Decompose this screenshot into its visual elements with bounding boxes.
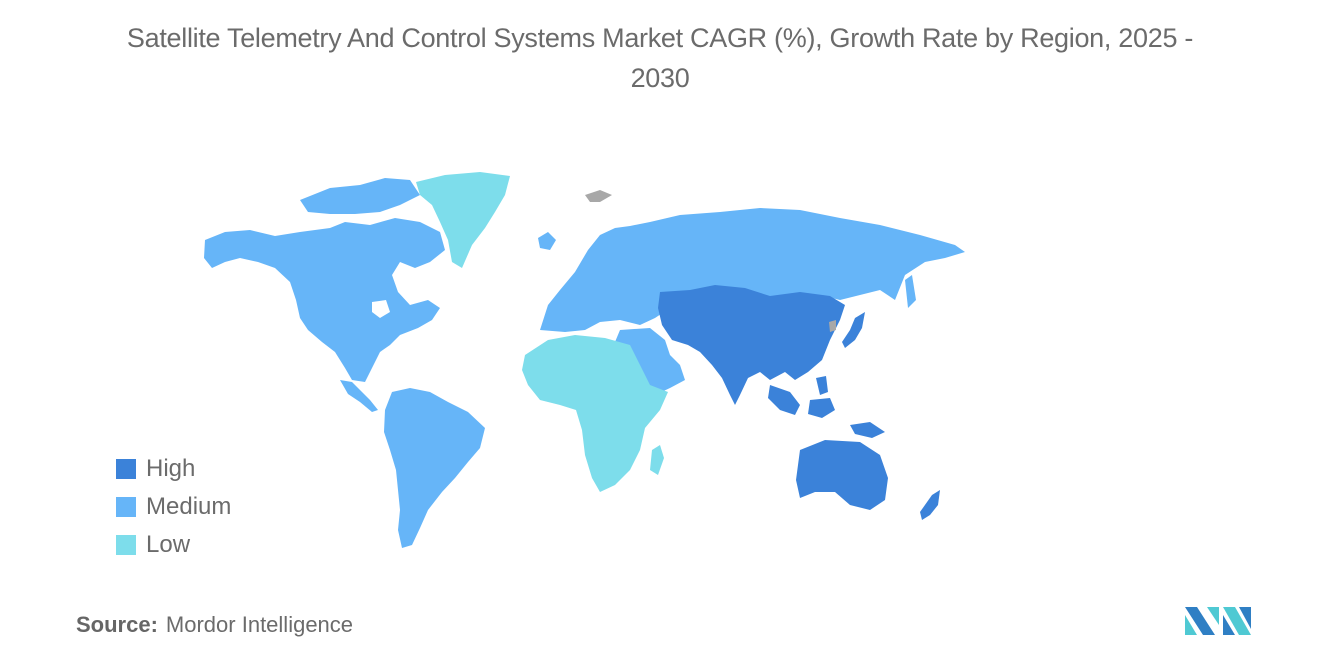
legend-label-medium: Medium	[146, 493, 232, 520]
legend-label-high: High	[146, 455, 196, 482]
legend-item-medium: Medium	[116, 488, 231, 526]
legend-item-high: High	[116, 450, 231, 488]
region-greenland	[416, 172, 510, 268]
region-north-america	[204, 178, 445, 412]
region-asia-pacific	[658, 285, 940, 520]
source-attribution: Source: Mordor Intelligence	[76, 612, 353, 638]
mordor-intelligence-logo-icon	[1185, 607, 1251, 635]
region-south-america	[384, 388, 485, 548]
chart-title-line1: Satellite Telemetry And Control Systems …	[126, 23, 1194, 53]
source-label: Source:	[76, 612, 158, 637]
region-no-data	[585, 190, 836, 332]
region-africa	[522, 335, 668, 492]
legend-swatch-medium	[116, 497, 136, 517]
legend-item-low: Low	[116, 526, 231, 564]
chart-title-line2: 2030	[630, 63, 690, 93]
legend-swatch-high	[116, 459, 136, 479]
chart-title: Satellite Telemetry And Control Systems …	[0, 18, 1320, 98]
region-europe-russia	[538, 208, 965, 395]
source-value: Mordor Intelligence	[165, 612, 354, 637]
legend-label-low: Low	[146, 531, 191, 558]
legend-swatch-low	[116, 535, 136, 555]
legend: High Medium Low	[116, 450, 231, 564]
